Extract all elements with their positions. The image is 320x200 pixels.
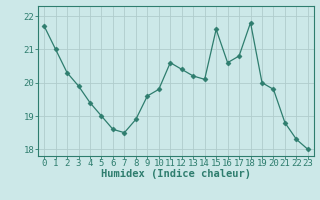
X-axis label: Humidex (Indice chaleur): Humidex (Indice chaleur) [101,169,251,179]
